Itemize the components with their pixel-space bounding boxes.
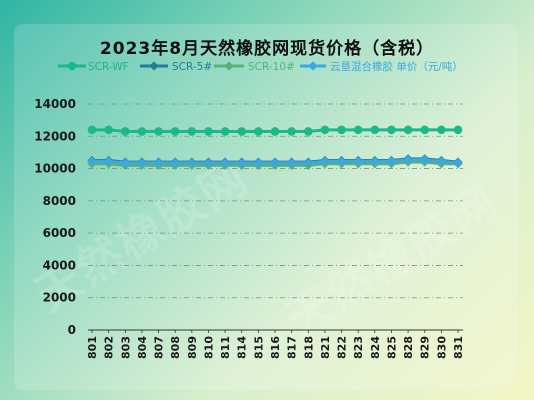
data-point xyxy=(170,158,180,168)
data-point xyxy=(104,156,114,166)
data-point xyxy=(220,127,230,136)
data-point xyxy=(370,156,380,166)
data-point xyxy=(370,125,380,135)
x-tick-label: 814 xyxy=(236,336,249,359)
data-point xyxy=(303,158,313,168)
data-point xyxy=(87,125,97,135)
data-point xyxy=(187,127,197,136)
y-tick-label: 2000 xyxy=(43,291,76,305)
data-point xyxy=(420,155,430,165)
x-tick-label: 821 xyxy=(319,336,332,359)
data-point xyxy=(453,158,463,168)
x-tick-label: 810 xyxy=(202,336,215,359)
y-tick-label: 4000 xyxy=(43,258,76,272)
data-point xyxy=(120,158,130,168)
data-point xyxy=(270,127,280,136)
data-point xyxy=(387,125,396,135)
x-tick-label: 831 xyxy=(452,336,465,359)
x-tick-label: 807 xyxy=(153,336,166,359)
x-tick-label: 817 xyxy=(286,336,299,359)
legend-marker xyxy=(67,61,77,71)
data-point xyxy=(254,127,263,136)
data-point xyxy=(403,125,413,135)
x-tick-label: 824 xyxy=(369,336,382,359)
x-tick-label: 809 xyxy=(186,336,199,359)
legend-marker xyxy=(308,61,318,71)
data-point xyxy=(120,127,130,136)
legend-label: 云垦混合橡胶 单价（元/吨） xyxy=(330,60,463,73)
x-tick-label: 825 xyxy=(385,336,398,359)
x-tick-label: 808 xyxy=(169,336,182,359)
data-point xyxy=(403,155,413,165)
data-point xyxy=(87,156,97,166)
data-point xyxy=(170,127,180,136)
data-point xyxy=(336,156,347,166)
x-tick-label: 801 xyxy=(86,336,99,359)
data-point xyxy=(287,127,296,136)
legend-label: SCR-10# xyxy=(248,61,295,73)
x-tick-label: 803 xyxy=(119,336,132,359)
y-tick-label: 10000 xyxy=(34,162,76,176)
data-point xyxy=(320,125,330,135)
data-point xyxy=(153,158,164,168)
chart-panel xyxy=(14,24,518,390)
x-tick-label: 811 xyxy=(219,336,232,359)
data-point xyxy=(337,125,346,135)
legend-label: SCR-WF xyxy=(88,61,129,73)
data-point xyxy=(270,158,280,168)
data-point xyxy=(436,156,446,166)
data-point xyxy=(237,158,247,168)
x-tick-label: 815 xyxy=(252,336,265,359)
data-point xyxy=(237,127,247,136)
data-point xyxy=(386,156,397,166)
data-point xyxy=(154,127,163,136)
data-point xyxy=(187,158,197,168)
legend-marker xyxy=(149,61,159,71)
x-tick-label: 818 xyxy=(302,336,315,359)
data-point xyxy=(220,158,230,168)
data-point xyxy=(137,127,147,136)
y-tick-label: 12000 xyxy=(34,129,76,143)
data-point xyxy=(137,158,147,168)
x-tick-label: 822 xyxy=(336,336,349,359)
data-point xyxy=(203,158,214,168)
x-tick-label: 823 xyxy=(352,336,365,359)
x-tick-label: 828 xyxy=(402,336,415,359)
y-tick-label: 8000 xyxy=(43,194,76,208)
legend-marker xyxy=(224,61,234,71)
data-point xyxy=(437,125,446,135)
chart-title: 2023年8月天然橡胶网现货价格（含税） xyxy=(99,39,435,59)
x-tick-label: 829 xyxy=(419,336,432,359)
data-point xyxy=(303,127,313,136)
x-tick-label: 830 xyxy=(435,336,448,359)
x-tick-label: 816 xyxy=(269,336,282,359)
y-tick-label: 0 xyxy=(68,323,76,337)
data-point xyxy=(420,125,430,135)
data-point xyxy=(104,125,113,135)
legend-label: SCR-5# xyxy=(172,61,212,73)
x-tick-label: 802 xyxy=(103,336,116,359)
x-tick-label: 804 xyxy=(136,336,149,359)
y-tick-label: 6000 xyxy=(43,226,76,240)
data-point xyxy=(287,158,297,168)
data-point xyxy=(204,127,213,136)
y-tick-label: 14000 xyxy=(34,97,76,111)
data-point xyxy=(453,125,463,135)
data-point xyxy=(353,125,363,135)
data-point xyxy=(253,158,263,168)
data-point xyxy=(320,156,330,166)
data-point xyxy=(353,156,363,166)
